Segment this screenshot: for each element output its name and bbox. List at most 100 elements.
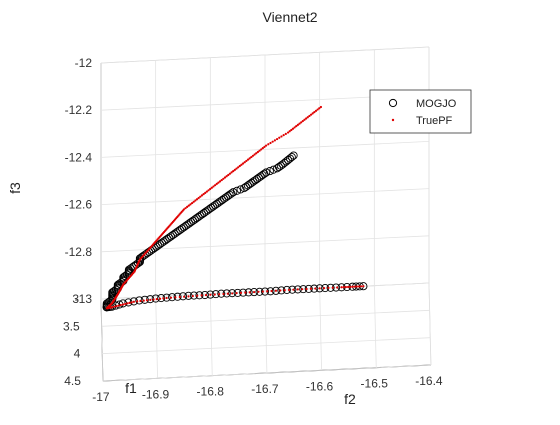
point-truepf [300, 121, 303, 124]
z-axis-label: f3 [7, 182, 23, 194]
point-mogjo [140, 295, 149, 304]
point-mogjo [137, 253, 146, 262]
point-mogjo [273, 164, 282, 173]
point-truepf [309, 113, 313, 116]
point-truepf [355, 285, 358, 288]
point-truepf [362, 285, 365, 288]
point-truepf [209, 293, 212, 296]
point-truepf [218, 293, 221, 296]
point-truepf [186, 205, 189, 208]
tick-label-f1: 4 [74, 347, 81, 361]
point-truepf [202, 193, 205, 196]
point-truepf [196, 294, 199, 297]
point-truepf [217, 181, 220, 184]
point-truepf [271, 140, 274, 143]
grid-line [100, 298, 104, 382]
point-truepf [215, 182, 218, 186]
tick-label-f2: -17 [92, 390, 110, 404]
tick-label-f1: 3.5 [63, 319, 80, 333]
point-truepf [240, 163, 243, 166]
tick-label-f3: -12.4 [65, 150, 93, 164]
tick-label-f2: -16.8 [197, 385, 225, 399]
point-truepf [191, 294, 194, 298]
y-axis-label: f2 [344, 391, 356, 407]
point-truepf [207, 189, 210, 192]
point-truepf [222, 292, 225, 296]
point-truepf [136, 300, 139, 303]
point-truepf [218, 180, 222, 183]
tick-label-f2: -16.5 [361, 377, 389, 391]
point-truepf [200, 294, 203, 297]
legend: MOGJO TruePF [369, 89, 472, 134]
tick-label-f3: -12 [75, 56, 93, 70]
point-truepf [187, 295, 190, 298]
point-truepf [235, 167, 238, 170]
point-truepf [119, 303, 122, 307]
point-mogjo [274, 162, 284, 172]
point-truepf [314, 287, 317, 290]
point-truepf [194, 199, 197, 202]
point-truepf [232, 170, 235, 173]
point-truepf [327, 286, 330, 290]
point-truepf [210, 186, 213, 189]
point-truepf [132, 300, 136, 303]
point-mogjo [110, 287, 119, 296]
point-truepf [248, 291, 251, 294]
point-truepf [223, 176, 227, 179]
point-truepf [275, 137, 279, 141]
point-truepf [199, 195, 202, 198]
tick-label-f1: 3 [72, 292, 79, 306]
point-truepf [251, 154, 255, 157]
tick-label-f3: -12.2 [65, 103, 93, 117]
point-truepf [278, 136, 281, 139]
point-truepf [261, 147, 264, 150]
point-truepf [142, 299, 145, 302]
point-truepf [263, 145, 266, 148]
point-truepf [287, 288, 291, 292]
point-mogjo [236, 185, 245, 194]
point-truepf [233, 168, 236, 171]
point-truepf [293, 126, 296, 129]
point-mogjo [242, 182, 251, 191]
grid-line [264, 290, 268, 374]
point-truepf [283, 289, 286, 292]
point-truepf [113, 305, 116, 308]
point-truepf [111, 306, 114, 309]
point-truepf [197, 196, 200, 200]
point-truepf [296, 123, 300, 126]
point-truepf [244, 291, 247, 294]
point-truepf [303, 118, 306, 121]
point-truepf [344, 285, 348, 289]
point-truepf [225, 175, 228, 178]
point-truepf [241, 162, 245, 165]
point-truepf [267, 143, 270, 146]
data-marks [102, 105, 368, 312]
point-truepf [313, 111, 316, 114]
point-truepf [121, 303, 125, 306]
point-truepf [174, 296, 177, 299]
point-truepf [286, 131, 290, 134]
point-truepf [159, 297, 162, 300]
point-truepf [284, 132, 287, 135]
point-truepf [220, 178, 223, 182]
point-truepf [305, 287, 308, 291]
point-truepf [353, 285, 356, 288]
point-truepf [214, 184, 217, 187]
point-truepf [115, 305, 118, 308]
point-truepf [204, 293, 208, 297]
point-truepf [265, 144, 268, 147]
point-truepf [292, 288, 295, 291]
point-mogjo [157, 294, 166, 303]
point-truepf [258, 149, 261, 152]
point-mogjo [217, 289, 226, 298]
point-truepf [124, 302, 127, 306]
grid-line [373, 285, 377, 368]
point-truepf [357, 285, 361, 288]
legend-marker-mogjo [388, 98, 398, 108]
point-truepf [152, 298, 155, 301]
point-truepf [346, 285, 350, 289]
point-mogjo [232, 186, 241, 195]
point-truepf [178, 295, 181, 299]
point-truepf [322, 287, 326, 290]
point-truepf [282, 134, 285, 137]
